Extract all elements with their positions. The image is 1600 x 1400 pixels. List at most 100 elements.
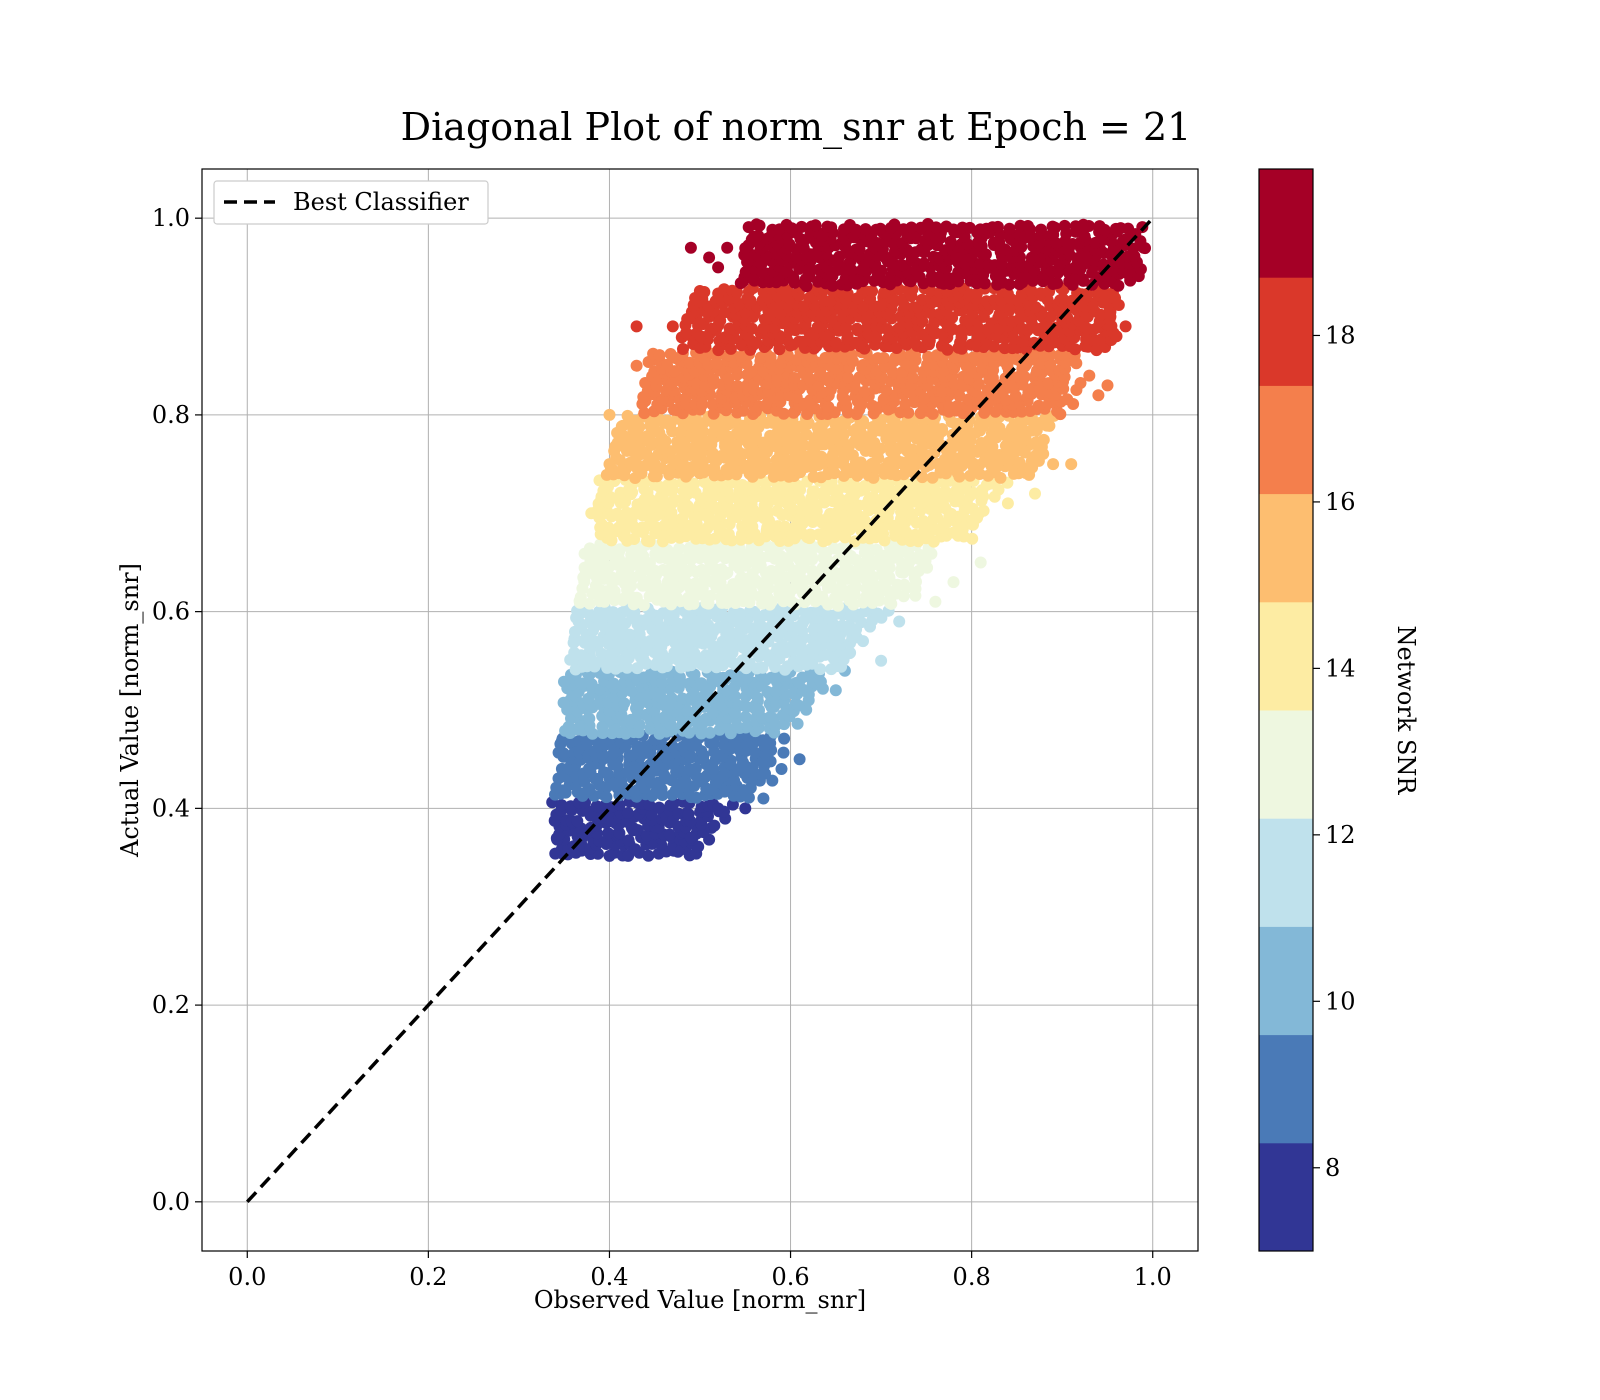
scatter-point xyxy=(665,692,678,705)
colorbar-band xyxy=(1259,710,1313,819)
scatter-point xyxy=(951,400,964,412)
scatter-point xyxy=(637,550,650,563)
chart-title: Diagonal Plot of norm_snr at Epoch = 21 xyxy=(401,105,1192,150)
colorbar-band xyxy=(1259,385,1313,495)
scatter-point xyxy=(993,422,1006,434)
scatter-point xyxy=(655,692,668,705)
scatter-point xyxy=(1058,219,1071,232)
scatter-point xyxy=(843,563,856,576)
scatter-point xyxy=(673,671,686,684)
scatter-point xyxy=(930,221,943,234)
scatter-point xyxy=(964,469,977,482)
scatter-point xyxy=(736,479,749,491)
scatter-point xyxy=(784,500,797,513)
scatter-outlier-point xyxy=(712,802,725,815)
scatter-point xyxy=(632,699,645,712)
scatter-point xyxy=(659,435,672,448)
scatter-point xyxy=(789,429,802,442)
scatter-point xyxy=(806,564,819,577)
scatter-point xyxy=(834,493,847,506)
scatter-point xyxy=(583,542,596,555)
scatter-point xyxy=(906,371,919,384)
scatter-point xyxy=(856,557,869,570)
scatter-point xyxy=(695,677,708,690)
scatter-point xyxy=(665,506,678,519)
scatter-point xyxy=(710,357,723,370)
colorbar-tick-label: 12 xyxy=(1325,821,1356,849)
x-axis-label: Observed Value [norm_snr] xyxy=(534,1286,866,1314)
scatter-point xyxy=(676,740,689,753)
colorbar-tick-label: 8 xyxy=(1325,1154,1340,1182)
scatter-point xyxy=(1037,433,1050,446)
scatter-point xyxy=(739,266,752,278)
scatter-point xyxy=(569,625,581,638)
scatter-point xyxy=(914,434,927,447)
x-tick-label: 0.0 xyxy=(228,1263,266,1291)
scatter-point xyxy=(991,220,1004,233)
legend-label: Best Classifier xyxy=(293,188,469,216)
scatter-point xyxy=(1003,278,1016,291)
scatter-point xyxy=(644,607,657,620)
scatter-point xyxy=(629,843,642,856)
scatter-point xyxy=(893,547,906,560)
scatter-point xyxy=(581,606,594,619)
scatter-point xyxy=(602,827,615,840)
scatter-outlier-point xyxy=(974,556,987,569)
scatter-outlier-point xyxy=(793,753,806,766)
scatter-point xyxy=(809,219,822,232)
scatter-point xyxy=(1002,364,1015,377)
scatter-point xyxy=(683,356,696,369)
scatter-point xyxy=(796,335,809,348)
colorbar-band xyxy=(1259,493,1313,603)
scatter-point xyxy=(731,669,744,682)
scatter-point xyxy=(703,726,716,739)
scatter-point xyxy=(1042,377,1055,390)
colorbar-tick-label: 10 xyxy=(1325,987,1356,1015)
scatter-point xyxy=(722,528,735,541)
scatter-point xyxy=(739,710,752,723)
scatter-outlier-point xyxy=(630,320,643,333)
scatter-point xyxy=(815,450,828,463)
scatter-point xyxy=(859,223,872,236)
scatter-point xyxy=(1098,223,1111,236)
scatter-point xyxy=(1013,456,1026,469)
scatter-point xyxy=(601,767,614,780)
scatter-point xyxy=(953,470,966,483)
scatter-point xyxy=(1061,393,1074,406)
scatter-point xyxy=(963,221,976,234)
colorbar-band xyxy=(1259,169,1313,278)
scatter-point xyxy=(777,407,790,420)
scatter-point xyxy=(874,222,887,235)
scatter-point xyxy=(623,784,635,797)
scatter-point xyxy=(1016,322,1029,335)
scatter-point xyxy=(743,656,756,669)
scatter-point xyxy=(882,478,895,491)
scatter-point xyxy=(822,401,835,413)
scatter-point xyxy=(792,699,805,712)
scatter-point xyxy=(658,769,671,782)
scatter-point xyxy=(726,798,739,811)
scatter-point xyxy=(992,323,1005,336)
scatter-point xyxy=(844,646,857,659)
scatter-point xyxy=(945,507,958,520)
scatter-point xyxy=(748,605,761,618)
scatter-point xyxy=(1049,221,1061,234)
scatter-point xyxy=(825,221,838,234)
scatter-point xyxy=(706,398,719,411)
scatter-point xyxy=(756,661,769,674)
scatter-point xyxy=(866,285,879,298)
scatter-point xyxy=(613,827,626,840)
scatter-outlier-point xyxy=(585,507,598,520)
scatter-point xyxy=(837,428,850,441)
scatter-point xyxy=(1122,222,1135,235)
scatter-outlier-point xyxy=(947,576,960,589)
colorbar-ticks: 8 10 12 14 16 18 xyxy=(1313,321,1356,1182)
scatter-outlier-point xyxy=(893,615,906,628)
scatter-outlier-point xyxy=(1001,497,1014,510)
scatter-point xyxy=(661,358,673,371)
scatter-point xyxy=(858,480,871,492)
scatter-point xyxy=(571,815,584,828)
scatter-point xyxy=(759,455,772,468)
scatter-point xyxy=(803,372,816,385)
colorbar-band xyxy=(1259,818,1313,927)
